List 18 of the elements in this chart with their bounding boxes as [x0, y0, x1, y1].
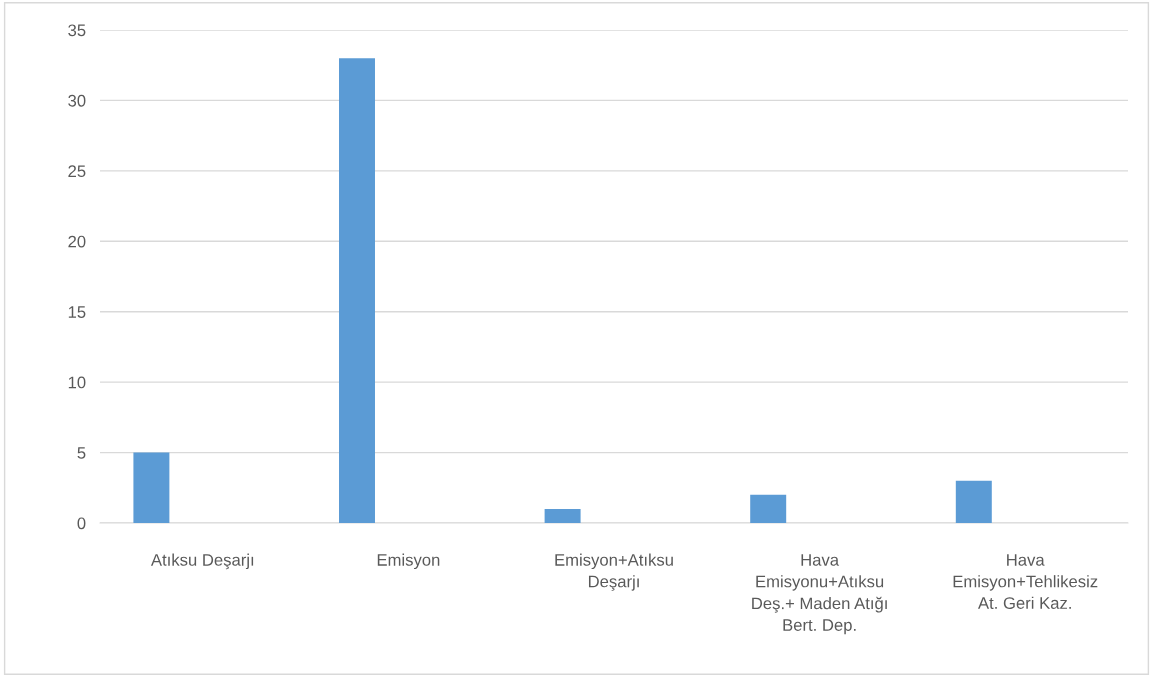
x-tick-label: Emisyon+Atıksu Deşarjı — [555, 553, 673, 591]
y-tick-label: 15 — [68, 306, 86, 318]
y-tick-label: 5 — [77, 447, 86, 459]
bar — [955, 480, 992, 523]
y-tick-label: 25 — [68, 165, 86, 178]
y-tick-label: 35 — [68, 24, 86, 37]
bar — [133, 452, 170, 523]
bar — [544, 508, 581, 523]
x-tick-label: Emisyon — [377, 553, 440, 570]
x-tick-label: Hava Emisyonu+Atıksu Deş.+ Maden Atığı Bert. Dep. — [752, 554, 887, 635]
x-tick-label: Atıksu Deşarjı — [150, 553, 254, 570]
y-tick-label: 30 — [68, 94, 86, 107]
y-tick-label: 10 — [68, 376, 86, 389]
y-tick-label: 0 — [77, 517, 86, 530]
y-tick-label: 20 — [68, 235, 86, 248]
bar — [750, 494, 787, 523]
bar — [339, 58, 375, 523]
x-tick-label: Hava Emisyon+Tehlikesiz At. Geri Kaz. — [953, 554, 1098, 609]
